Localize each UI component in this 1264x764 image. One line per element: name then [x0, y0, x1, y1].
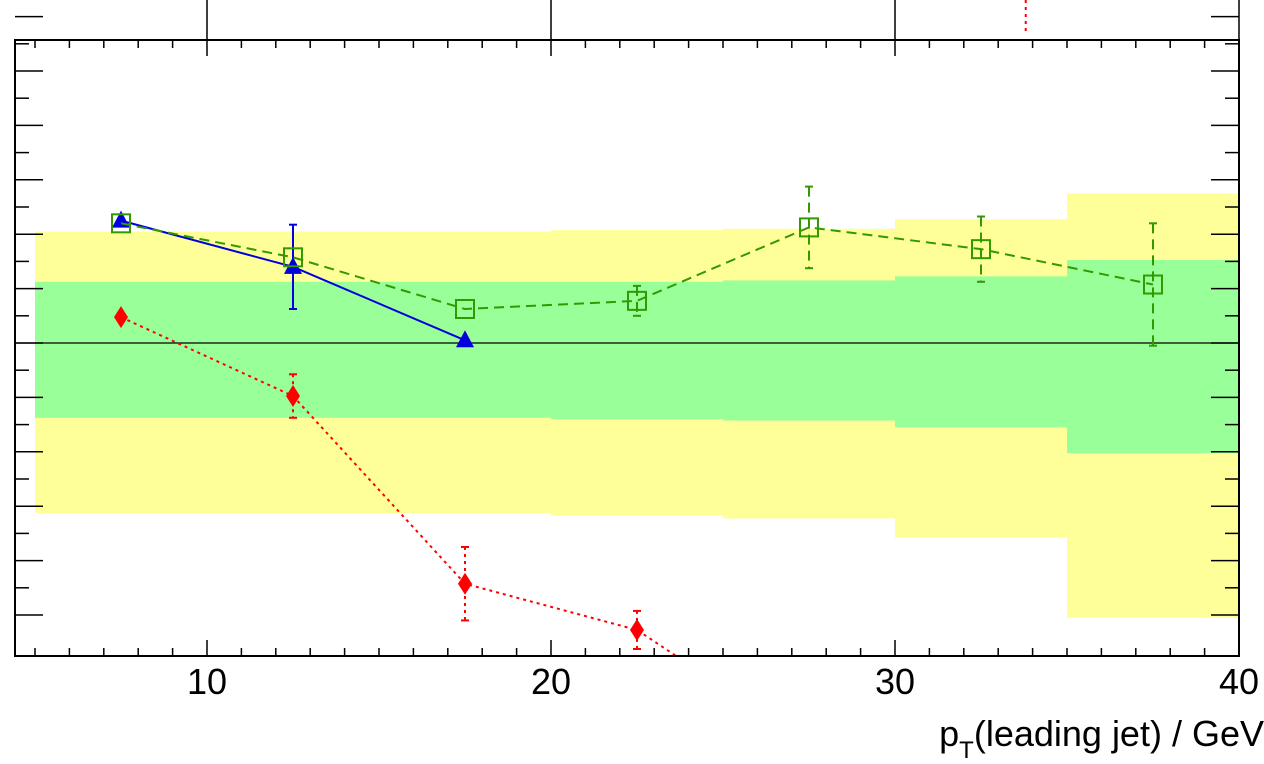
- x-tick-label-20: 20: [531, 661, 571, 702]
- x-tick-label-30: 30: [875, 661, 915, 702]
- x-tick-label-10: 10: [187, 661, 227, 702]
- x-tick-label-40: 40: [1219, 661, 1259, 702]
- data-series: [111, 185, 1163, 755]
- x-axis-label: pT(leading jet) / GeV: [939, 713, 1264, 764]
- series-1-point-6: [1143, 274, 1163, 295]
- series-0-point-2: [456, 330, 474, 348]
- series-1: [111, 185, 1163, 347]
- x-axis-label-rest: (leading jet) / GeV: [974, 713, 1264, 754]
- x-axis-label-subscript: T: [959, 737, 974, 764]
- plot-frame: [14, 39, 1240, 657]
- series-2-point-2: [458, 572, 472, 595]
- uncertainty-bands: [35, 193, 1239, 618]
- band-green-2: [723, 280, 895, 421]
- x-axis-label-main: p: [939, 713, 959, 754]
- series-2-point-0: [114, 306, 128, 329]
- band-green-3: [895, 276, 1067, 428]
- series-2-point-3: [630, 618, 644, 641]
- x-tick-labels: 10 20 30 40: [187, 661, 1259, 702]
- series-2-point-1: [286, 385, 300, 408]
- series-1-point-2: [455, 299, 475, 319]
- axis-ticks: [15, 0, 1240, 656]
- series-1-point-4: [799, 217, 819, 238]
- series-1-point-3: [627, 290, 647, 311]
- series-2: [114, 306, 816, 755]
- series-1-point-5: [971, 239, 991, 260]
- series-2-point-4: [802, 733, 816, 755]
- series-1-point-0: [111, 213, 131, 234]
- series-1-point-1: [283, 247, 303, 268]
